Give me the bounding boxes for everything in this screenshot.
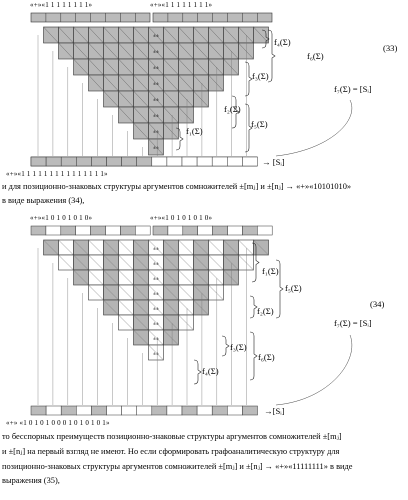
fig34-plus-sign: ±± (153, 261, 159, 267)
fig34-result-cell (122, 406, 137, 415)
fig34-right-operand-cell (183, 226, 198, 235)
fig34-brace (250, 296, 257, 318)
fig34-result-cell (107, 406, 122, 415)
fig34-plus-sign: ±± (153, 306, 159, 312)
fig34-left-operand-cell (61, 226, 76, 235)
fig34-result-cell (31, 406, 46, 415)
paragraph-2-line-4: выражения (35), (2, 476, 60, 485)
fig34-brace (222, 336, 229, 356)
fig34-f5-label: f₅(Σ) (285, 283, 302, 293)
fig34-right-operand-cell (257, 226, 272, 235)
fig34-result-cell (137, 406, 152, 415)
fig34-left-operand-cell (76, 226, 91, 235)
fig34-plus-sign: ±± (153, 246, 159, 252)
fig34-f3-label: f₃(Σ) (230, 342, 247, 352)
fig34-left-operand-cell (46, 226, 61, 235)
fig34-result-cell (197, 406, 212, 415)
fig34-result-cell (167, 406, 182, 415)
fig34-plus-sign: ±± (153, 291, 159, 297)
fig34-result-cell (152, 406, 167, 415)
paragraph-2-line-3: позиционно-знаковых структуры аргументов… (2, 461, 352, 471)
fig34-result-cell (227, 406, 242, 415)
fig34-result-cell (212, 406, 227, 415)
fig34-result-cell (46, 406, 61, 415)
fig34-right-operand-cell (168, 226, 183, 235)
fig34-right-operand-cell (213, 226, 228, 235)
fig34-result-label: →[Sᵢ] (264, 406, 285, 416)
fig34-f2-label: f₂(Σ) (257, 306, 274, 316)
fig34-result-cell (76, 406, 91, 415)
fig34-brace (194, 360, 201, 384)
fig34-result-cell (91, 406, 106, 415)
fig34-result-arrow (276, 335, 352, 405)
fig34-right-operand-cell (228, 226, 243, 235)
fig34-left-operand-cell (135, 226, 150, 235)
fig34-plus-sign: ±± (153, 351, 159, 357)
fig34-equation-number: (34) (370, 299, 384, 309)
fig34-left-operand-cell (106, 226, 121, 235)
fig34-result-cell (242, 406, 257, 415)
fig34-right-operand-cell (198, 226, 213, 235)
fig34-plus-sign: ±± (153, 336, 159, 342)
fig34-f1-label: f₁(Σ) (262, 266, 279, 276)
fig34-left-operand-cell (31, 226, 46, 235)
fig34-right-operand-cell (153, 226, 168, 235)
fig34-f4-label: f₄(Σ) (202, 366, 219, 376)
fig34-result-cell (182, 406, 197, 415)
fig34-f6-label: f₆(Σ) (258, 352, 275, 362)
paragraph-2-line-1: то бесспорных преимуществ позиционно-зна… (2, 431, 342, 441)
fig34-f7-label: f₇(Σ) = [Sᵢ] (334, 318, 372, 328)
fig34-left-operand-cell (120, 226, 135, 235)
fig34-right-operand-cell (242, 226, 257, 235)
fig34-brace (250, 332, 257, 380)
fig34-result-bits: «+» «1 0 1 0 1 0 0 0 1 0 1 0 1 0 1» (6, 419, 110, 427)
fig34-plus-sign: ±± (153, 321, 159, 327)
fig34-left-operand-cell (91, 226, 106, 235)
fig34-plus-sign: ±± (153, 276, 159, 282)
fig34-result-cell (61, 406, 76, 415)
paragraph-2-line-2: и ±[nⱼ] на первый взгляд не имеют. Но ес… (2, 446, 339, 456)
